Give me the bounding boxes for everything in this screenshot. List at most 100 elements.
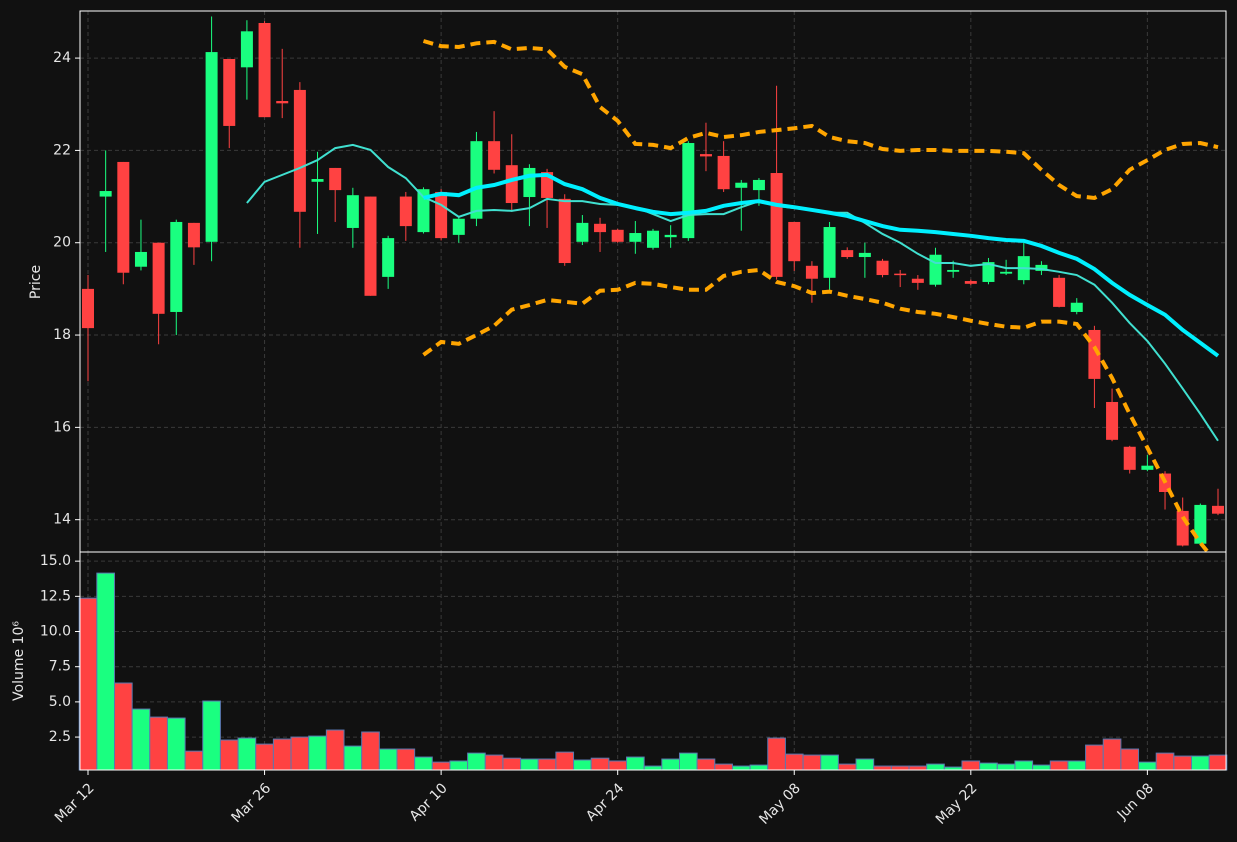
volume-bar [1155,752,1175,771]
volume-bar [926,763,945,771]
volume-bar [396,748,416,771]
volume-bar [802,754,822,771]
y-tick-label: 15.0 [40,553,71,569]
candle-body [629,233,642,242]
candle-body [240,31,253,68]
volume-bar [1208,754,1228,771]
volume-bar [361,731,380,771]
candle-body [894,273,907,276]
candle-body [664,234,677,238]
volume-bar [290,736,310,771]
x-tick-label: May 22 [933,780,981,828]
candle-body [876,260,889,276]
band-line [422,39,1219,200]
candle-body [735,182,748,188]
volume-bar [166,717,186,771]
indicator-lines [246,39,1220,552]
candle-body [929,254,942,285]
candle-body [523,167,536,198]
volume-bar [996,763,1016,771]
y-tick-label: 5.0 [49,694,71,710]
volume-bar [890,765,910,771]
volume-bar [1173,755,1193,771]
y-tick-label: 18 [53,327,71,343]
candle-body [1106,401,1119,440]
candle-body [647,230,659,248]
volume-bar [855,758,875,771]
candle-body [558,198,571,264]
volume-bar [1014,760,1034,771]
volume-bar [202,700,221,771]
volume-bar [608,760,628,771]
volume-bar [537,758,557,771]
candle-body [293,89,306,212]
volume-bar [555,751,575,771]
volume-bar [731,765,751,771]
y-tick-label: 24 [53,50,71,66]
volume-bar [696,758,716,771]
volume-bar [520,758,539,771]
volume-bar [184,750,204,771]
candle-body [505,165,518,204]
volume-bar [873,765,892,771]
volume-bar [113,682,133,771]
volume-bar [1032,764,1051,771]
candle-body [699,154,712,157]
candle-body [170,221,183,312]
volume-bar [272,738,292,771]
volume-bar [820,754,839,771]
candle-body [364,196,377,296]
volume-bar [1067,760,1087,771]
y-tick-label: 22 [53,142,71,158]
volume-bar [678,752,698,771]
moving-average-line [246,143,1219,442]
y-tick-label: 7.5 [49,659,71,675]
candle-body [205,52,218,242]
candle-body [682,143,695,239]
candle-body [329,167,342,191]
volume-bar [1138,761,1157,771]
candle-body [1088,329,1101,379]
candle-body [99,191,112,197]
x-tick-label: Mar 26 [228,780,274,826]
candle-body [823,227,836,278]
candle-body [1070,302,1083,312]
volume-bar [1049,760,1069,771]
volume-bar [78,597,98,771]
candle-body [417,189,430,233]
price-axis-label: Price [28,265,44,299]
candle-body [1176,510,1189,546]
y-tick-label: 12.5 [40,588,71,604]
candle-body [1035,264,1048,271]
volume-bar [219,739,239,771]
volume-bar [325,729,345,771]
x-tick-label: Jun 08 [1114,780,1157,823]
candle-body [134,251,147,267]
candle-body [1212,505,1224,514]
volume-frame [79,551,1227,771]
y-tick-label: 14 [53,512,71,528]
y-tick-label: 2.5 [49,729,71,745]
candle-body [1141,465,1154,470]
volume-bar [502,757,522,771]
volume-bar [626,756,645,771]
volume-bar [1191,755,1210,771]
y-tick-label: 16 [53,419,71,435]
candle-body [858,252,871,258]
candle-body [752,179,765,191]
candle-body [770,173,783,277]
y-tick-label: 20 [53,235,71,251]
candle-body [452,218,465,235]
grid-layer [80,11,1226,770]
candle-body [311,179,324,182]
candle-body [1194,504,1207,544]
candle-body [611,229,624,242]
candle-body [117,161,130,273]
volume-bar [237,737,257,771]
volume-bar [643,765,663,771]
volume-bar [908,765,928,771]
volume-bar [1120,748,1140,771]
volume-bar [467,752,486,771]
candle-body [1000,271,1013,274]
